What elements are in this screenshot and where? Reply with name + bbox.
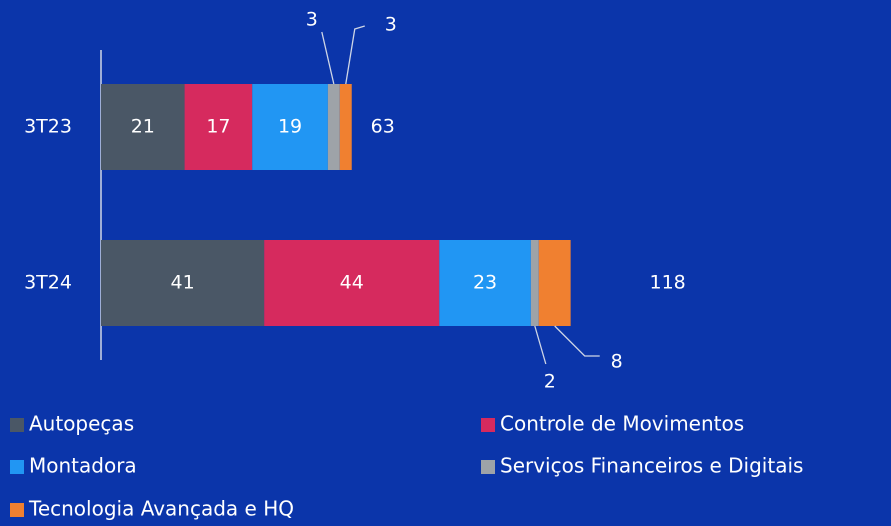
legend-swatch: [481, 418, 495, 432]
data-label: 3: [306, 9, 318, 31]
data-label: 2: [544, 371, 556, 393]
data-label: 41: [170, 272, 194, 294]
data-label: 23: [473, 272, 497, 294]
legend-swatch: [10, 460, 24, 474]
leader-line: [554, 325, 600, 357]
data-label: 8: [611, 351, 623, 373]
legend-label: Tecnologia Avançada e HQ: [28, 497, 294, 521]
total-label: 63: [371, 116, 395, 138]
data-label: 19: [278, 116, 302, 138]
bar-segment: [184, 84, 253, 170]
bar-segment: [339, 84, 352, 170]
bar-segment: [530, 240, 539, 326]
legend-swatch: [481, 460, 495, 474]
bar-segment: [439, 240, 531, 326]
legend-label: Serviços Financeiros e Digitais: [500, 454, 803, 478]
data-label: 3: [385, 14, 397, 36]
bar-segment: [101, 84, 185, 170]
legend-label: Montadora: [29, 454, 137, 478]
legend-swatch: [10, 418, 24, 432]
leader-line: [345, 25, 365, 85]
bar-segment: [264, 240, 440, 326]
total-label: 118: [650, 272, 686, 294]
legend-label: Controle de Movimentos: [500, 412, 744, 436]
legend-swatch: [10, 503, 24, 517]
leader-line: [321, 31, 335, 85]
category-label: 3T23: [24, 116, 72, 138]
leader-line: [534, 325, 547, 365]
legend-label: Autopeças: [29, 412, 134, 436]
data-label: 21: [131, 116, 155, 138]
bar-segment: [538, 240, 571, 326]
bar-segment: [327, 84, 340, 170]
category-label: 3T24: [24, 272, 72, 294]
bar-segment: [252, 84, 328, 170]
data-label: 44: [340, 272, 364, 294]
data-label: 17: [206, 116, 230, 138]
bar-segment: [101, 240, 265, 326]
